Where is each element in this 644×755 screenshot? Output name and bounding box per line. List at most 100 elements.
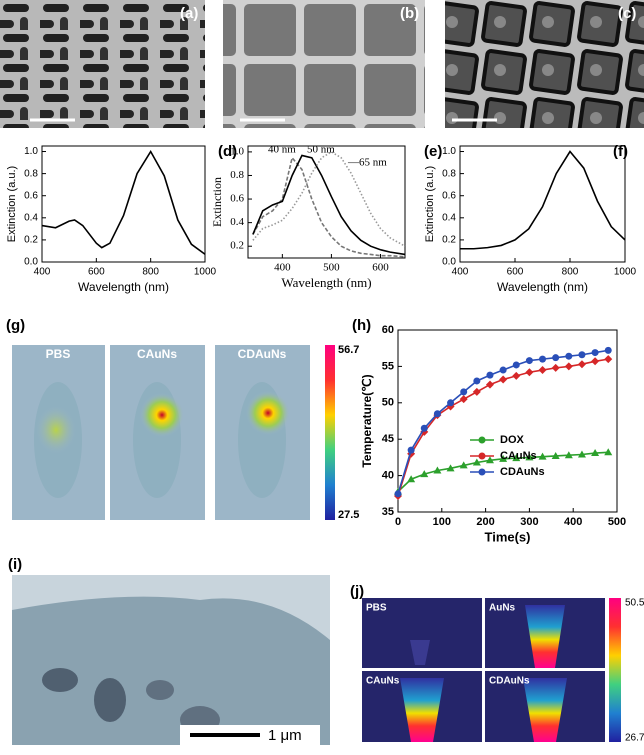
panel-label: (h) <box>352 317 371 334</box>
marker <box>420 424 428 432</box>
y-tick-label: 40 <box>382 470 394 482</box>
marker <box>564 451 573 459</box>
y-tick-label: 0.2 <box>24 235 38 246</box>
y-tick-label: 1.0 <box>442 146 456 157</box>
tem-image-b <box>223 0 425 128</box>
y-tick-label: 0.8 <box>24 168 38 179</box>
y-tick-label: 1.0 <box>24 146 38 157</box>
plot-frame <box>459 145 626 263</box>
x-axis-label: Time(s) <box>485 529 531 544</box>
legend-label: DOX <box>500 434 525 446</box>
y-tick-label: 35 <box>382 506 394 518</box>
marker <box>565 352 573 360</box>
x-tick-label: 400 <box>274 262 291 274</box>
marker <box>577 450 586 458</box>
colorbar <box>609 598 621 742</box>
x-tick-label: 600 <box>88 267 105 278</box>
x-tick-label: 400 <box>564 516 582 528</box>
colorbar-label: 26.7 <box>625 733 644 744</box>
tube <box>410 640 430 665</box>
marker <box>525 453 534 461</box>
y-tick-label: 45 <box>382 433 394 445</box>
annotation: 40 nm <box>268 144 296 156</box>
legend-label: CDAuNs <box>500 466 545 478</box>
marker <box>552 354 560 362</box>
hotspot <box>246 391 290 435</box>
plot-frame <box>397 329 618 513</box>
image-label: PBS <box>366 603 387 614</box>
panel-label: (a) <box>180 5 198 22</box>
legend-marker <box>478 452 486 460</box>
y-tick-label: 60 <box>382 324 394 336</box>
marker <box>473 377 481 385</box>
image-label: CAuNs <box>366 676 400 687</box>
plot-frame <box>247 145 406 259</box>
marker <box>485 380 494 389</box>
marker <box>551 363 560 372</box>
marker <box>394 490 402 498</box>
panel-label: (i) <box>8 556 22 573</box>
marker <box>407 475 416 483</box>
cell-tem <box>12 575 330 745</box>
tube <box>523 678 567 742</box>
y-tick-label: 55 <box>382 360 394 372</box>
x-tick-label: 200 <box>476 516 494 528</box>
marker <box>577 360 586 369</box>
y-axis-label: Extinction (a.u.) <box>424 166 436 242</box>
y-tick-label: 1.0 <box>230 145 244 157</box>
x-tick-label: 1000 <box>194 267 217 278</box>
marker <box>499 366 507 374</box>
marker <box>604 355 613 364</box>
panel-label: (c) <box>618 5 636 22</box>
x-tick-label: 600 <box>372 262 389 274</box>
marker <box>551 451 560 459</box>
marker <box>512 361 520 369</box>
marker <box>472 387 481 396</box>
y-tick-label: 0.4 <box>442 212 456 223</box>
thermal-tubes <box>362 598 621 742</box>
panel-label: (j) <box>350 583 364 600</box>
y-tick-label: 0.0 <box>442 257 456 268</box>
colorbar-label: 27.5 <box>338 509 359 521</box>
panel-label: (g) <box>6 317 25 334</box>
y-tick-label: 50 <box>382 397 394 409</box>
marker <box>604 346 612 354</box>
image-label: CDAuNs <box>489 676 530 687</box>
series-line <box>252 154 406 256</box>
annotation: 50 nm <box>307 144 335 156</box>
y-tick-label: 0.6 <box>24 190 38 201</box>
y-tick-label: 0.6 <box>442 190 456 201</box>
colorbar-label: 56.7 <box>338 344 359 356</box>
marker <box>538 366 547 375</box>
marker <box>512 454 521 462</box>
y-tick-label: 0.2 <box>442 235 456 246</box>
marker <box>591 449 600 457</box>
x-axis-label: Wavelength (nm) <box>281 275 371 290</box>
x-tick-label: 100 <box>433 516 451 528</box>
panel-label: (e) <box>424 143 442 160</box>
x-tick-label: 0 <box>395 516 401 528</box>
hotspot <box>36 406 76 454</box>
marker <box>538 452 547 460</box>
colorbar-label: 50.5 <box>625 598 644 609</box>
tube <box>400 678 444 742</box>
scale-label: 1 μm <box>268 727 302 744</box>
y-axis-label: Extinction <box>210 177 224 227</box>
y-axis-label: Temperature(℃) <box>360 374 374 467</box>
marker <box>525 357 533 365</box>
marker <box>525 368 534 377</box>
x-axis-label: Wavelength (nm) <box>78 280 169 294</box>
image-label: AuNs <box>489 603 516 614</box>
marker <box>512 371 521 380</box>
tube <box>525 605 565 668</box>
panel-label: (f) <box>613 143 628 160</box>
marker <box>485 456 494 464</box>
legend-marker <box>478 436 486 444</box>
marker <box>564 362 573 371</box>
image-label: PBS <box>46 347 71 361</box>
image-label: CDAuNs <box>238 347 287 361</box>
x-tick-label: 800 <box>562 267 579 278</box>
y-tick-label: 0.6 <box>230 193 244 205</box>
marker <box>459 395 468 404</box>
